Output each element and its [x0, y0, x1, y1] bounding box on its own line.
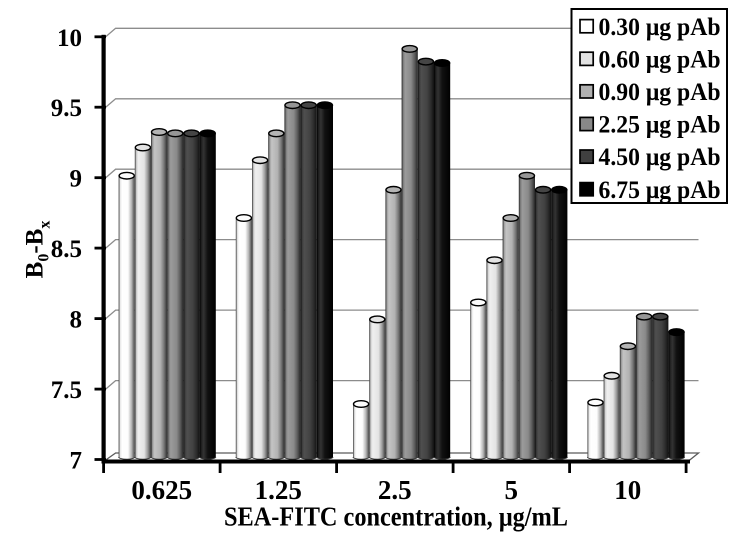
- svg-text:8: 8: [70, 307, 83, 334]
- svg-text:0.90 μg pAb: 0.90 μg pAb: [599, 79, 721, 106]
- svg-text:8.5: 8.5: [51, 236, 82, 263]
- svg-text:6.75 μg pAb: 6.75 μg pAb: [599, 177, 721, 204]
- svg-text:7.5: 7.5: [51, 377, 82, 404]
- svg-text:SEA-FITC concentration, μg/mL: SEA-FITC concentration, μg/mL: [224, 502, 568, 532]
- svg-text:10: 10: [614, 475, 641, 505]
- svg-text:0.30 μg pAb: 0.30 μg pAb: [599, 14, 721, 41]
- svg-text:2.25 μg pAb: 2.25 μg pAb: [599, 112, 721, 139]
- svg-text:0.60 μg pAb: 0.60 μg pAb: [599, 46, 721, 73]
- svg-text:5: 5: [504, 475, 518, 505]
- svg-text:4.50 μg pAb: 4.50 μg pAb: [599, 144, 721, 171]
- svg-text:7: 7: [70, 448, 83, 475]
- svg-text:9.5: 9.5: [51, 95, 82, 122]
- svg-text:0.625: 0.625: [131, 475, 192, 505]
- svg-text:10: 10: [57, 25, 82, 52]
- svg-text:B0-Bx: B0-Bx: [22, 221, 54, 279]
- svg-text:1.25: 1.25: [255, 475, 302, 505]
- svg-text:9: 9: [70, 166, 83, 193]
- svg-text:2.5: 2.5: [378, 475, 412, 505]
